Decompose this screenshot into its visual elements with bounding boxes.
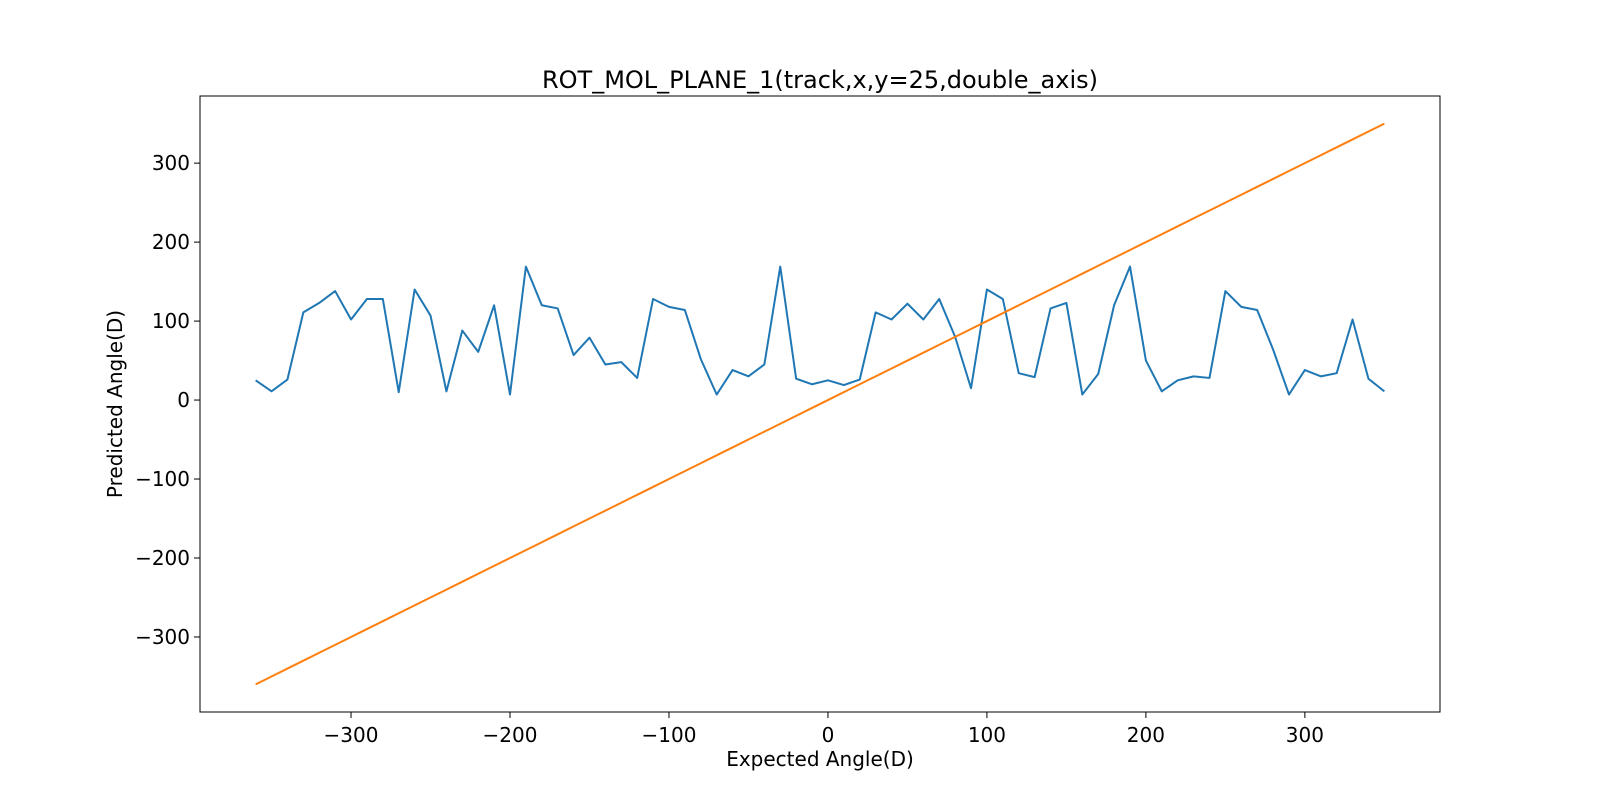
y-tick-label: −300 [135, 625, 190, 649]
x-tick-label: −200 [483, 723, 538, 747]
x-tick-label: 200 [1127, 723, 1165, 747]
x-axis: −300 −200 −100 0 100 200 300 [324, 712, 1324, 747]
y-tick-label: 200 [152, 230, 190, 254]
y-axis: −300 −200 −100 0 100 200 300 [135, 151, 200, 649]
y-tick-label: 300 [152, 151, 190, 175]
x-tick-label: 300 [1286, 723, 1324, 747]
series-line-2 [255, 122, 1385, 686]
x-tick-label: 100 [968, 723, 1006, 747]
x-tick-label: −300 [324, 723, 379, 747]
y-tick-label: 0 [177, 388, 190, 412]
x-axis-label: Expected Angle(D) [726, 747, 914, 771]
chart-title: ROT_MOL_PLANE_1(track,x,y=25,double_axis… [542, 66, 1098, 94]
x-tick-label: 0 [822, 723, 835, 747]
series-line-1 [255, 265, 1385, 396]
y-tick-label: −200 [135, 546, 190, 570]
y-tick-label: −100 [135, 467, 190, 491]
plot-frame [199, 95, 1441, 713]
y-tick-label: 100 [152, 309, 190, 333]
series-layer [255, 122, 1385, 686]
x-tick-label: −100 [642, 723, 697, 747]
y-axis-label: Predicted Angle(D) [103, 310, 127, 498]
